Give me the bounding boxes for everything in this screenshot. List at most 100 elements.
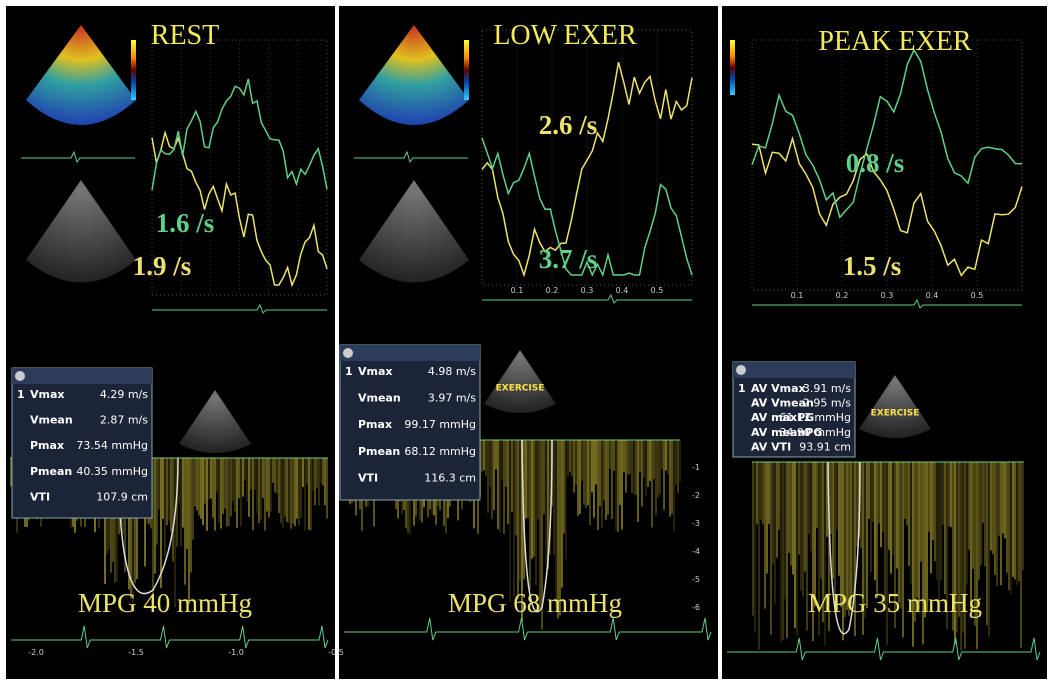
measure-label: Pmax [30, 439, 64, 452]
spectral-line [964, 462, 966, 649]
spectral-line [884, 462, 886, 605]
spectral-line [292, 458, 294, 524]
spectral-line [236, 458, 238, 528]
spectral-line [224, 458, 226, 509]
spectral-line [922, 462, 924, 645]
spectral-line [848, 462, 850, 616]
mpg-label: MPG 68 mmHg [448, 588, 622, 618]
spectral-line [545, 440, 547, 565]
spectral-line [960, 462, 962, 651]
spectral-line [212, 458, 214, 518]
color-sector [359, 25, 469, 125]
spectral-line [316, 458, 318, 488]
spectral-line [160, 458, 162, 588]
spectral-line [294, 458, 296, 526]
spectral-line [561, 440, 563, 588]
spectral-line [547, 440, 549, 570]
spectral-line [577, 440, 579, 517]
spectral-line [886, 462, 888, 645]
spectral-line [533, 440, 535, 557]
sector-label: EXERCISE [496, 384, 545, 394]
spectral-line [978, 462, 980, 580]
mpg-label: MPG 40 mmHg [78, 588, 252, 618]
spectral-line [489, 440, 491, 487]
spectral-line [860, 462, 862, 548]
spectral-line [880, 462, 882, 548]
spectral-line [780, 462, 782, 643]
measure-label: Pmean [30, 465, 72, 478]
spectral-line [539, 440, 541, 609]
spectral-line [876, 462, 878, 599]
spectral-line [894, 462, 896, 629]
strain-rate: 1.6 /s [156, 208, 215, 238]
mini-ecg [21, 150, 135, 164]
spectral-line [174, 458, 176, 608]
spectral-line [483, 440, 485, 471]
spectral-line [840, 462, 842, 608]
time-tick: -2.0 [28, 648, 44, 657]
spectral-line [994, 462, 996, 576]
spectral-line [962, 462, 964, 633]
table-header [340, 345, 480, 361]
spectral-line [888, 462, 890, 550]
spectral-line [992, 462, 994, 555]
strain-curve [481, 62, 693, 278]
measure-label: Pmax [358, 418, 392, 431]
strain-rate: 0.8 /s [846, 148, 905, 178]
spectral-line [507, 440, 509, 525]
spectral-line [180, 458, 182, 547]
spectral-line [1020, 462, 1022, 649]
spectral-line [242, 458, 244, 497]
spectral-line [563, 440, 565, 534]
spectral-line [790, 462, 792, 566]
spectral-line [192, 458, 194, 540]
spectral-line [764, 462, 766, 609]
spectral-line [593, 440, 595, 518]
measure-value: 107.9 cm [96, 490, 148, 503]
spectral-line [623, 440, 625, 473]
measure-label: AV maxPG [751, 411, 814, 424]
spectral-line [240, 458, 242, 527]
spectral-line [936, 462, 938, 580]
measure-label: Pmean [358, 445, 400, 458]
spectral-line [954, 462, 956, 645]
spectral-line [758, 462, 760, 650]
spectral-line [276, 458, 278, 494]
spectral-line [557, 440, 559, 619]
spectral-line [752, 462, 754, 616]
spectral-line [892, 462, 894, 555]
depth-tick: -1 [692, 463, 700, 472]
mini-ecg [354, 150, 468, 164]
spectral-line [663, 440, 665, 510]
spectral-line [762, 462, 764, 525]
spectral-line [766, 462, 768, 574]
spectral-line [854, 462, 856, 637]
measure-value: 61.12 mmHg [779, 411, 851, 424]
spectral-line [611, 440, 613, 520]
spectral-line [1012, 462, 1014, 577]
spectral-line [836, 462, 838, 531]
spectral-line [134, 458, 136, 584]
spectral-line [804, 462, 806, 572]
spectral-line [928, 462, 930, 533]
spectral-line [515, 440, 517, 536]
envelope [117, 457, 179, 595]
spectral-line [214, 458, 216, 531]
measure-value: 4.98 m/s [428, 365, 476, 378]
spectral-line [822, 462, 824, 622]
spectral-line [599, 440, 601, 507]
spectral-line [128, 458, 130, 590]
spectral-line [856, 462, 858, 547]
spectral-line [579, 440, 581, 514]
spectral-line [625, 440, 627, 493]
spectral-line [605, 440, 607, 520]
table-index: 1 [345, 365, 353, 378]
spectral-line [878, 462, 880, 524]
spectral-line [651, 440, 653, 528]
spectral-line [250, 458, 252, 490]
spectral-line [541, 440, 543, 630]
strain-tick: 0.2 [836, 291, 849, 300]
spectral-line [912, 462, 914, 647]
spectral-line [521, 440, 523, 621]
spectral-line [519, 440, 521, 581]
